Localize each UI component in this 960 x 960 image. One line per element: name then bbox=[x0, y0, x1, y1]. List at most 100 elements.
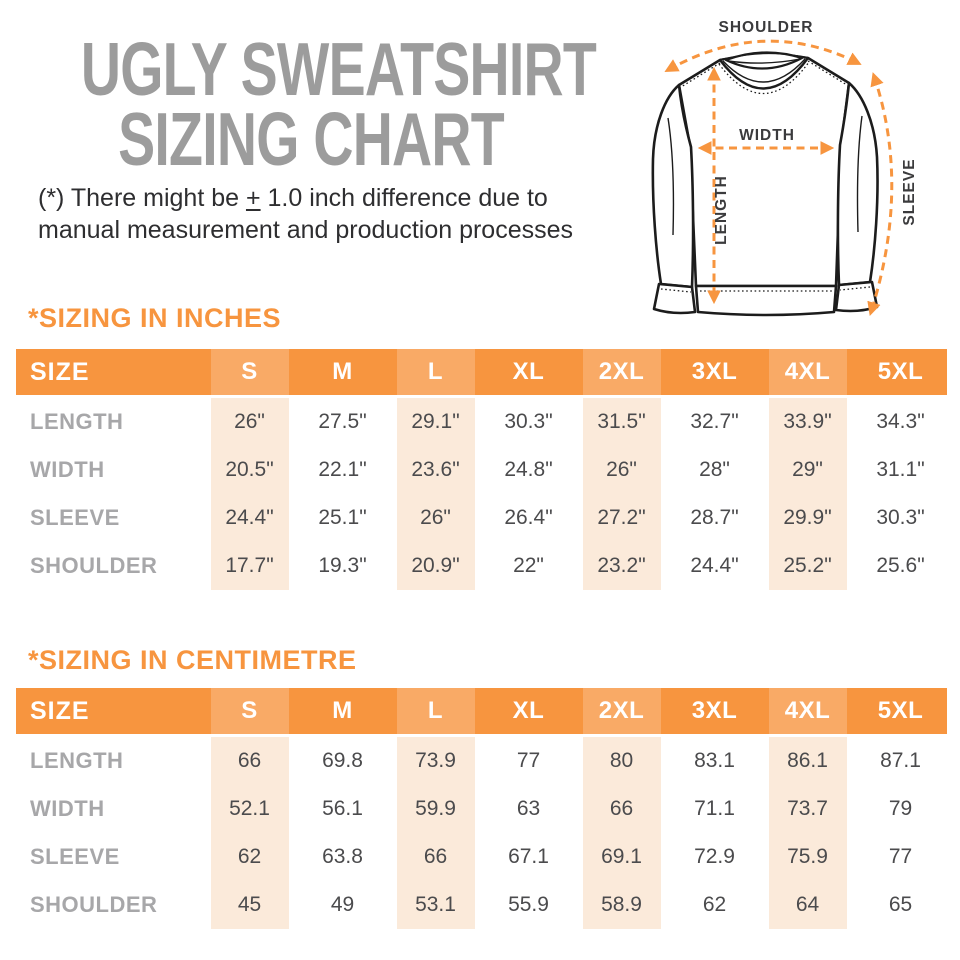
column-header-4xl: 4XL bbox=[761, 688, 854, 734]
size-value: 22.1" bbox=[318, 458, 367, 481]
size-value: 31.1" bbox=[876, 458, 925, 481]
column-header-3xl: 3XL bbox=[668, 688, 761, 734]
size-value: 62 bbox=[210, 833, 289, 881]
disclaimer-line2: manual measurement and production proces… bbox=[38, 215, 574, 244]
size-value: 63 bbox=[516, 797, 541, 820]
column-header-label: 4XL bbox=[768, 349, 847, 395]
size-value-cell: 49 bbox=[296, 881, 389, 929]
size-value: 79 bbox=[888, 797, 913, 820]
measurement-arrows bbox=[664, 39, 894, 316]
size-value-cell: 24.8" bbox=[482, 446, 575, 494]
size-value: 27.5" bbox=[318, 410, 367, 433]
size-value-cell: 65 bbox=[854, 881, 947, 929]
size-value-cell: 64 bbox=[761, 881, 854, 929]
size-value: 83.1 bbox=[694, 749, 735, 772]
size-value: 77 bbox=[888, 845, 913, 868]
size-value: 45 bbox=[210, 881, 289, 929]
column-header-label: S bbox=[210, 688, 289, 734]
column-header-2xl: 2XL bbox=[575, 349, 668, 395]
size-value-cell: 32.7" bbox=[668, 398, 761, 446]
column-header-size: SIZE bbox=[30, 357, 90, 386]
size-value-cell: 67.1 bbox=[482, 833, 575, 881]
size-value: 29" bbox=[768, 446, 847, 494]
size-value: 34.3" bbox=[876, 410, 925, 433]
size-value-cell: 63.8 bbox=[296, 833, 389, 881]
measure-row-label: LENGTH bbox=[30, 748, 124, 773]
size-value-cell: 69.1 bbox=[575, 833, 668, 881]
size-value-cell: 27.5" bbox=[296, 398, 389, 446]
column-header-label: L bbox=[396, 349, 475, 395]
size-value: 20.5" bbox=[210, 446, 289, 494]
column-header-label: L bbox=[396, 688, 475, 734]
size-value-cell: 77 bbox=[482, 737, 575, 785]
size-value-cell: 56.1 bbox=[296, 785, 389, 833]
size-value-cell: 29.1" bbox=[389, 398, 482, 446]
size-value: 86.1 bbox=[768, 737, 847, 785]
disclaimer-line1-suffix: 1.0 inch difference due to bbox=[260, 184, 548, 212]
size-value: 66 bbox=[210, 737, 289, 785]
inches-header-row: SIZE S M L XL 2XL 3XL 4XL 5XL bbox=[16, 349, 947, 395]
size-value-cell: 22.1" bbox=[296, 446, 389, 494]
size-value-cell: 25.2" bbox=[761, 542, 854, 590]
sweatshirt-stitch-lines bbox=[660, 60, 871, 293]
size-value-cell: 73.9 bbox=[389, 737, 482, 785]
size-value: 26" bbox=[582, 446, 661, 494]
column-header-label: M bbox=[332, 697, 353, 724]
table-row-shoulder: SHOULDER 45 49 53.1 55.9 58.9 62 64 65 bbox=[16, 881, 947, 929]
column-header-l: L bbox=[389, 688, 482, 734]
measure-row-label: WIDTH bbox=[30, 796, 105, 821]
size-value-cell: 34.3" bbox=[854, 398, 947, 446]
size-value: 55.9 bbox=[508, 893, 549, 916]
diagram-label-length: LENGTH bbox=[713, 175, 730, 245]
size-value: 53.1 bbox=[396, 881, 475, 929]
sweatshirt-left-cuff bbox=[652, 282, 697, 315]
size-value-cell: 66 bbox=[389, 833, 482, 881]
size-value-cell: 28" bbox=[668, 446, 761, 494]
size-value-cell: 20.5" bbox=[203, 446, 296, 494]
size-value: 17.7" bbox=[210, 542, 289, 590]
size-value-cell: 31.1" bbox=[854, 446, 947, 494]
column-header-label: 3XL bbox=[691, 358, 738, 385]
centimetre-body: LENGTH 66 69.8 73.9 77 80 83.1 86.1 87.1 WIDTH 52.… bbox=[16, 737, 947, 929]
measure-row-label: SHOULDER bbox=[30, 553, 158, 578]
size-value: 49 bbox=[330, 893, 355, 916]
size-value-cell: 25.6" bbox=[854, 542, 947, 590]
size-value: 66 bbox=[582, 785, 661, 833]
sweatshirt-hem-band bbox=[694, 284, 838, 317]
size-value-cell: 53.1 bbox=[389, 881, 482, 929]
size-value-cell: 75.9 bbox=[761, 833, 854, 881]
column-header-s: S bbox=[203, 688, 296, 734]
size-value: 75.9 bbox=[768, 833, 847, 881]
size-value: 80 bbox=[582, 737, 661, 785]
size-value: 24.4" bbox=[690, 554, 739, 577]
column-header-xl: XL bbox=[482, 688, 575, 734]
measure-row-label: SLEEVE bbox=[30, 505, 120, 530]
size-value-cell: 22" bbox=[482, 542, 575, 590]
column-header-label: XL bbox=[512, 358, 545, 385]
size-value-cell: 55.9 bbox=[482, 881, 575, 929]
section-title-inches: *SIZING IN INCHES bbox=[28, 303, 282, 333]
size-value-cell: 23.2" bbox=[575, 542, 668, 590]
size-value-cell: 26.4" bbox=[482, 494, 575, 542]
table-row-length: LENGTH 26" 27.5" 29.1" 30.3" 31.5" 32.7" 33.9" 3… bbox=[16, 398, 947, 446]
measure-row-label: SLEEVE bbox=[30, 844, 120, 869]
size-value-cell: 29" bbox=[761, 446, 854, 494]
column-header-label: 2XL bbox=[582, 688, 661, 734]
size-value-cell: 33.9" bbox=[761, 398, 854, 446]
size-value-cell: 29.9" bbox=[761, 494, 854, 542]
diagram-label-width: WIDTH bbox=[739, 127, 795, 144]
sleeve-arrow bbox=[867, 72, 894, 316]
size-value: 25.6" bbox=[876, 554, 925, 577]
column-header-5xl: 5XL bbox=[854, 349, 947, 395]
size-value: 19.3" bbox=[318, 554, 367, 577]
size-value-cell: 87.1 bbox=[854, 737, 947, 785]
size-value: 69.8 bbox=[322, 749, 363, 772]
size-value: 31.5" bbox=[582, 398, 661, 446]
inches-table: SIZE S M L XL 2XL 3XL 4XL 5XL LENGTH 26" 27.5" 29.1"… bbox=[16, 349, 947, 590]
size-value-cell: 25.1" bbox=[296, 494, 389, 542]
size-value: 24.8" bbox=[504, 458, 553, 481]
size-value-cell: 69.8 bbox=[296, 737, 389, 785]
column-header-label: 4XL bbox=[768, 688, 847, 734]
sweatshirt-body bbox=[677, 54, 851, 288]
